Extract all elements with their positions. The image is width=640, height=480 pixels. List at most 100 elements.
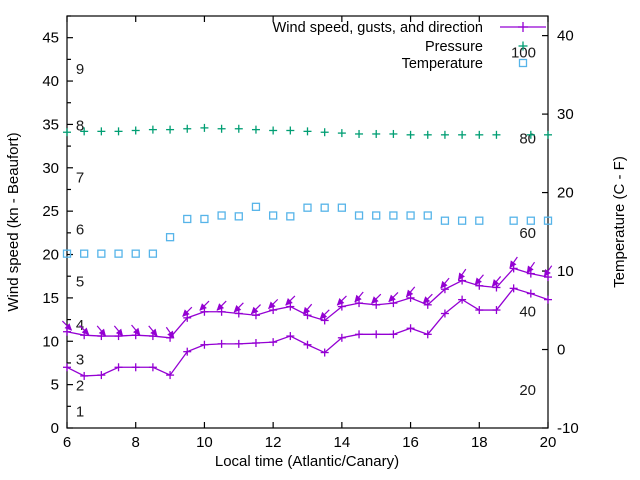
legend-marker-wind bbox=[500, 22, 546, 32]
y2-axis-title: Temperature (C - F) bbox=[611, 156, 628, 288]
pressure-point bbox=[286, 126, 295, 135]
wind-direction-arrow bbox=[354, 291, 364, 303]
beaufort-label: 3 bbox=[76, 352, 84, 369]
wind-speed-point bbox=[234, 339, 243, 348]
pressure-point bbox=[97, 127, 106, 136]
legend-label: Temperature bbox=[402, 56, 483, 72]
pressure-point bbox=[80, 127, 89, 136]
temperature-point bbox=[148, 249, 158, 258]
wind-speed-point bbox=[492, 306, 501, 315]
plot-frame bbox=[66, 15, 549, 429]
wind-direction-arrow bbox=[165, 326, 175, 339]
wind-speed-point bbox=[458, 295, 467, 304]
gust-point bbox=[251, 311, 260, 320]
temperature-point bbox=[354, 211, 364, 220]
wind-direction-arrow bbox=[182, 306, 193, 317]
y2-axis-ticks: -10 0 10 20 30 40 bbox=[542, 28, 579, 437]
y2-tick-label: 0 bbox=[557, 342, 565, 359]
wind-direction-arrow bbox=[319, 309, 330, 320]
temperature-point bbox=[423, 211, 432, 220]
fahrenheit-scale-labels: 20 40 60 80 100 bbox=[511, 44, 536, 398]
beaufort-label: 5 bbox=[76, 274, 84, 291]
wind-direction-arrow bbox=[199, 300, 210, 311]
y2-tick-label: 20 bbox=[557, 185, 574, 202]
x-axis-title: Local time (Atlantic/Canary) bbox=[215, 453, 399, 470]
x-tick-label: 16 bbox=[402, 434, 419, 451]
temperature-point bbox=[457, 216, 467, 225]
temperature-point bbox=[286, 212, 295, 221]
temperature-point bbox=[440, 216, 450, 225]
x-axis-ticks: 6 8 10 12 14 16 18 20 bbox=[63, 16, 556, 451]
wind-direction-arrow bbox=[233, 302, 244, 313]
pressure-point bbox=[200, 123, 209, 132]
temperature-point bbox=[114, 249, 123, 258]
wind-speed-point bbox=[389, 330, 398, 339]
pressure-point bbox=[458, 130, 467, 139]
wind-speed-point bbox=[320, 348, 329, 357]
temperature-point bbox=[406, 211, 415, 220]
wind-speed-point bbox=[509, 284, 518, 293]
wind-speed-point bbox=[406, 324, 415, 333]
gust-point bbox=[217, 307, 226, 316]
fahrenheit-label: 20 bbox=[519, 382, 536, 399]
wind-speed-point bbox=[166, 371, 175, 380]
wind-direction-arrow bbox=[440, 277, 450, 289]
wind-direction-arrow bbox=[336, 295, 347, 306]
temperature-point bbox=[320, 203, 329, 212]
wind-direction-arrow bbox=[131, 324, 141, 336]
y-tick-label: 35 bbox=[42, 116, 59, 133]
fahrenheit-label: 40 bbox=[519, 303, 536, 320]
gust-point bbox=[234, 309, 243, 318]
wind-speed-point bbox=[183, 347, 192, 356]
temperature-point bbox=[389, 211, 398, 220]
pressure-point bbox=[131, 126, 140, 135]
wind-direction-arrow bbox=[422, 293, 433, 304]
y-tick-label: 10 bbox=[42, 333, 59, 350]
y-tick-label: 0 bbox=[51, 420, 59, 437]
wind-speed-point bbox=[269, 338, 278, 347]
wind-speed-point bbox=[475, 306, 484, 315]
y-axis-title: Wind speed (kn - Beaufort) bbox=[5, 132, 22, 311]
pressure-point bbox=[492, 130, 501, 139]
pressure-point bbox=[217, 124, 226, 133]
pressure-point bbox=[114, 127, 123, 136]
temperature-series bbox=[62, 202, 553, 258]
temperature-point bbox=[251, 202, 261, 211]
y2-tick-label: 40 bbox=[557, 28, 574, 45]
pressure-point bbox=[372, 129, 381, 138]
wind-direction-arrow bbox=[388, 292, 399, 303]
wind-direction-arrow bbox=[405, 286, 416, 298]
fahrenheit-label: 80 bbox=[519, 131, 536, 148]
pressure-series bbox=[63, 123, 552, 139]
pressure-point bbox=[440, 130, 449, 139]
wind-speed-series bbox=[63, 284, 552, 380]
wind-speed-point bbox=[114, 363, 123, 372]
gust-point bbox=[286, 302, 295, 311]
beaufort-label: 7 bbox=[76, 169, 84, 186]
beaufort-label: 2 bbox=[76, 378, 84, 395]
temperature-point bbox=[372, 211, 381, 220]
y-tick-label: 45 bbox=[42, 30, 59, 47]
wind-direction-arrow bbox=[371, 293, 382, 304]
legend-label: Wind speed, gusts, and direction bbox=[273, 20, 483, 36]
pressure-point bbox=[183, 124, 192, 133]
temperature-point bbox=[131, 249, 140, 258]
x-tick-label: 12 bbox=[265, 434, 282, 451]
wind-speed-point bbox=[303, 340, 312, 349]
wind-direction-arrows bbox=[61, 256, 553, 339]
gust-point bbox=[269, 306, 278, 315]
wind-speed-point bbox=[251, 338, 260, 347]
wind-direction-arrow bbox=[268, 298, 279, 310]
temperature-point bbox=[526, 216, 535, 225]
wind-speed-point bbox=[217, 339, 226, 348]
temperature-point bbox=[183, 214, 192, 224]
beaufort-label: 9 bbox=[76, 61, 84, 78]
wind-direction-arrow bbox=[491, 276, 502, 287]
beaufort-label: 1 bbox=[76, 404, 84, 421]
pressure-point bbox=[269, 126, 278, 135]
wind-speed-point bbox=[544, 295, 552, 304]
temperature-point bbox=[475, 216, 484, 225]
